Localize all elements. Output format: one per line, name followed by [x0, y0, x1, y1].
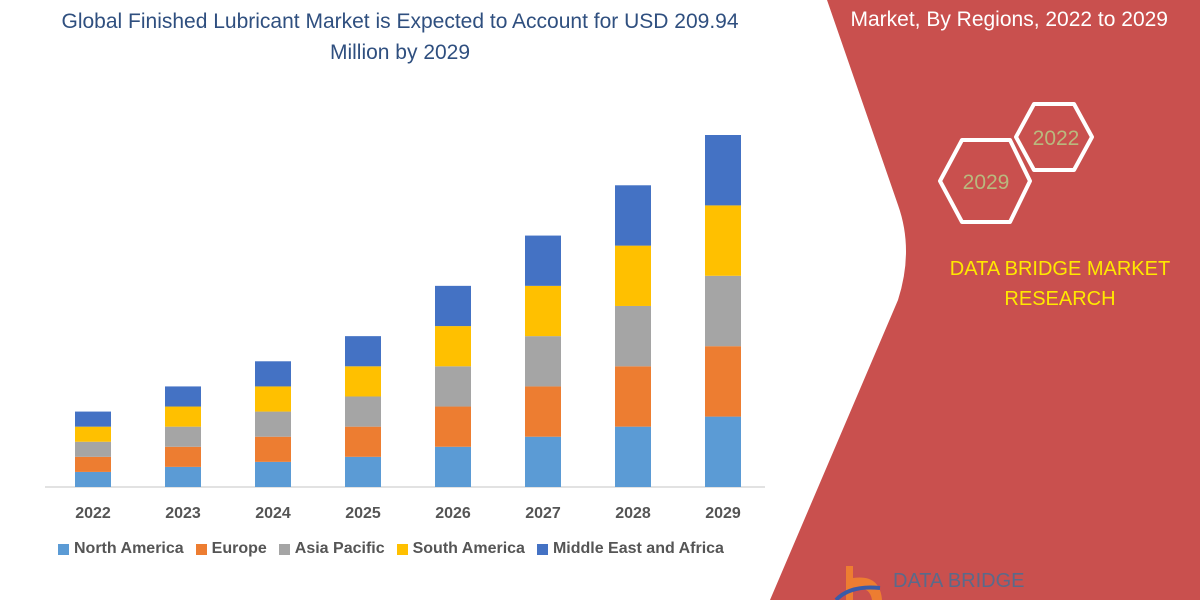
bar-segment-2029-south-america	[705, 205, 741, 276]
bar-segment-2025-europe	[345, 426, 381, 457]
red-side-panel	[770, 0, 1200, 600]
bar-segment-2028-north-america	[615, 426, 651, 487]
bar-segment-2025-asia-pacific	[345, 396, 381, 427]
legend-item: Middle East and Africa	[536, 540, 724, 558]
bar-segment-2024-middle-east-and-africa	[255, 361, 291, 387]
legend-label: North America	[74, 540, 184, 557]
stacked-bar-chart: 2022 2023 2024 2025 2026 2027 2028 2029	[45, 135, 765, 522]
hex-label-2029: 2029	[963, 171, 1010, 194]
bar-segment-2027-north-america	[525, 436, 561, 487]
x-tick-label: 2024	[255, 505, 291, 522]
logo-text: DATA BRIDGE	[893, 570, 1025, 592]
logo-mark	[834, 566, 882, 600]
bar-segment-2027-europe	[525, 386, 561, 437]
hexagon-2022: 2022	[1014, 102, 1094, 172]
bar-segment-2024-north-america	[255, 461, 291, 487]
legend-swatch	[195, 543, 207, 555]
bar-segment-2022-europe	[75, 456, 111, 472]
legend-label: Europe	[211, 540, 267, 557]
legend-swatch	[278, 543, 290, 555]
legend-item: South America	[396, 540, 525, 558]
bar-segment-2029-middle-east-and-africa	[705, 135, 741, 206]
x-tick-label: 2022	[75, 505, 111, 522]
bar-segment-2022-south-america	[75, 426, 111, 442]
panel-title: Market, By Regions, 2022 to 2029	[850, 8, 1168, 31]
chart-title: Global Finished Lubricant Market is Expe…	[61, 10, 739, 64]
bar-segment-2022-north-america	[75, 471, 111, 487]
bar-segment-2029-europe	[705, 346, 741, 417]
bar-segment-2028-middle-east-and-africa	[615, 185, 651, 246]
bar-segment-2028-south-america	[615, 245, 651, 306]
legend-swatch	[536, 543, 548, 555]
x-tick-label: 2025	[345, 505, 381, 522]
legend-label: Asia Pacific	[294, 540, 385, 557]
hex-label-2022: 2022	[1033, 127, 1080, 150]
legend-label: Middle East and Africa	[552, 540, 724, 557]
bar-segment-2022-middle-east-and-africa	[75, 411, 111, 427]
bar-segment-2026-asia-pacific	[435, 366, 471, 407]
x-tick-label: 2023	[165, 505, 201, 522]
bar-segment-2026-south-america	[435, 326, 471, 367]
legend-label: South America	[412, 540, 525, 557]
x-tick-label: 2027	[525, 505, 561, 522]
bar-segment-2023-north-america	[165, 466, 201, 487]
legend-swatch	[58, 543, 69, 555]
bar-segment-2027-south-america	[525, 285, 561, 337]
bar-segment-2027-middle-east-and-africa	[525, 235, 561, 286]
legend-item: Europe	[195, 540, 267, 558]
bar-segment-2023-middle-east-and-africa	[165, 386, 201, 407]
bar-segment-2028-asia-pacific	[615, 305, 651, 367]
bar-segment-2025-south-america	[345, 366, 381, 397]
bar-segment-2024-asia-pacific	[255, 411, 291, 437]
bar-segment-2025-north-america	[345, 456, 381, 487]
legend-swatch	[396, 543, 408, 555]
x-tick-label: 2029	[705, 505, 741, 522]
legend-item: North America	[58, 540, 184, 558]
legend: North America Europe Asia Pacific South Ame…	[58, 540, 724, 558]
bar-segment-2026-middle-east-and-africa	[435, 285, 471, 327]
brand-name: DATA BRIDGE MARKET RESEARCH	[949, 258, 1171, 310]
x-tick-label: 2028	[615, 505, 651, 522]
legend-item: Asia Pacific	[278, 540, 385, 558]
bar-segment-2022-asia-pacific	[75, 441, 111, 457]
bar-segment-2027-asia-pacific	[525, 336, 561, 387]
bar-segment-2024-south-america	[255, 386, 291, 412]
bar-segment-2026-north-america	[435, 446, 471, 487]
bar-segment-2023-south-america	[165, 406, 201, 427]
bar-segment-2024-europe	[255, 436, 291, 462]
bar-segment-2029-north-america	[705, 416, 741, 487]
bar-segment-2025-middle-east-and-africa	[345, 336, 381, 367]
bar-segment-2028-europe	[615, 366, 651, 427]
hexagon-2029: 2029	[938, 138, 1032, 224]
bar-segment-2029-asia-pacific	[705, 275, 741, 347]
bar-segment-2023-europe	[165, 446, 201, 467]
x-tick-label: 2026	[435, 505, 471, 522]
bar-segment-2023-asia-pacific	[165, 426, 201, 447]
bar-segment-2026-europe	[435, 406, 471, 447]
